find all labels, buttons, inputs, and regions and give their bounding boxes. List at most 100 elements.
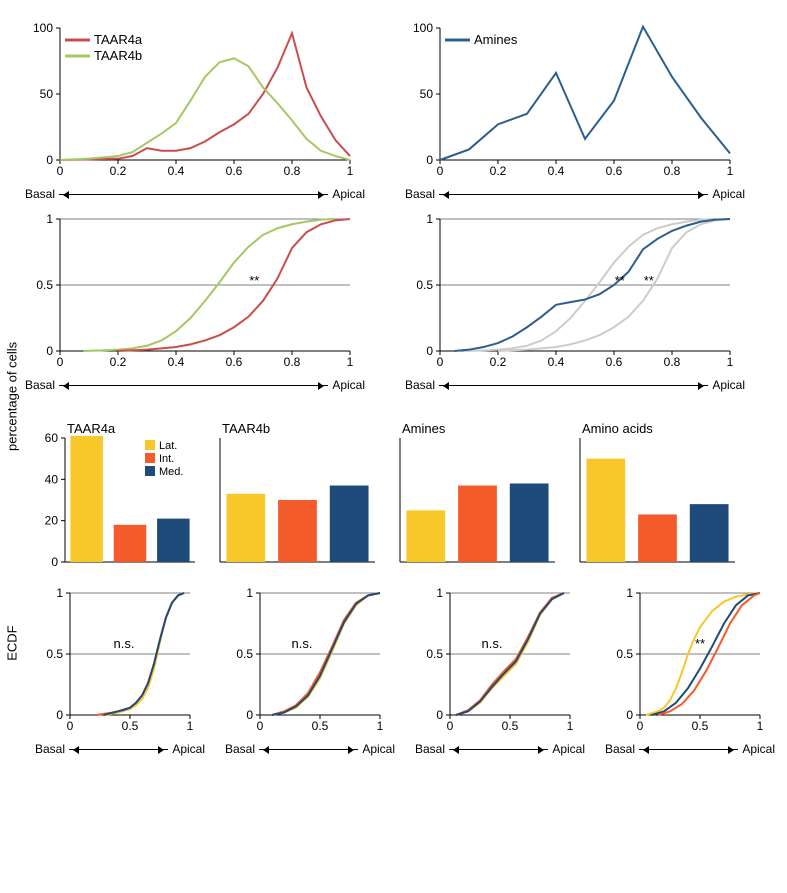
relfreq-amines-chart: 0 0.2 0.4 0.6 0.8 1 0 50 100 Amines BasalApical <box>400 20 750 201</box>
svg-text:1: 1 <box>347 355 354 369</box>
svg-text:1: 1 <box>757 719 764 733</box>
svg-text:0: 0 <box>447 719 454 733</box>
svg-text:1: 1 <box>46 212 53 226</box>
svg-text:0: 0 <box>46 344 53 358</box>
svg-text:**: ** <box>644 273 654 288</box>
svg-text:0: 0 <box>246 708 253 722</box>
basal-apical-axis: BasalApical <box>400 378 750 392</box>
svg-text:1: 1 <box>246 586 253 600</box>
svg-text:100: 100 <box>33 21 53 35</box>
svg-text:0.5: 0.5 <box>122 719 139 733</box>
basal-apical-axis: BasalApical <box>600 742 780 756</box>
svg-text:0.2: 0.2 <box>490 164 507 178</box>
svg-text:1: 1 <box>377 719 384 733</box>
svg-text:0.4: 0.4 <box>168 355 185 369</box>
svg-text:0: 0 <box>626 708 633 722</box>
svg-text:50: 50 <box>420 87 434 101</box>
ecdf-small-2: 00.5100.51n.s.BasalApical <box>410 585 590 756</box>
svg-text:0: 0 <box>57 355 64 369</box>
svg-text:0.5: 0.5 <box>416 278 433 292</box>
svg-text:n.s.: n.s. <box>114 636 135 651</box>
svg-text:TAAR4b: TAAR4b <box>94 48 142 63</box>
svg-text:TAAR4a: TAAR4a <box>67 421 116 436</box>
svg-text:0.5: 0.5 <box>36 278 53 292</box>
ecdf-amines-chart: 0 0.2 0.4 0.6 0.8 1 0 0.5 1 ** ** BasalApical <box>400 211 750 392</box>
ylabel-ecdf-small: ECDF <box>5 625 20 660</box>
svg-text:0.6: 0.6 <box>226 355 243 369</box>
svg-text:100: 100 <box>413 21 433 35</box>
svg-text:0.5: 0.5 <box>426 647 443 661</box>
svg-text:Med.: Med. <box>159 466 183 478</box>
svg-text:1: 1 <box>436 586 443 600</box>
basal-apical-axis: BasalApical <box>220 742 400 756</box>
svg-text:1: 1 <box>426 212 433 226</box>
svg-text:0.4: 0.4 <box>168 164 185 178</box>
bar-panel-2: Amines <box>390 420 560 575</box>
svg-text:0.6: 0.6 <box>606 355 623 369</box>
svg-text:0.8: 0.8 <box>664 355 681 369</box>
bar-panel-3: Amino acids <box>570 420 740 575</box>
svg-text:0: 0 <box>67 719 74 733</box>
svg-text:Amino acids: Amino acids <box>582 421 653 436</box>
svg-text:0.8: 0.8 <box>284 164 301 178</box>
ecdf-taar-chart: ECDF00.20.40.60.8100.51**BasalApical <box>20 211 370 392</box>
svg-text:0.2: 0.2 <box>490 355 507 369</box>
svg-text:0.8: 0.8 <box>284 355 301 369</box>
svg-text:0.5: 0.5 <box>46 647 63 661</box>
svg-text:TAAR4a: TAAR4a <box>94 32 143 47</box>
svg-text:50: 50 <box>40 87 54 101</box>
svg-text:Int.: Int. <box>159 453 174 465</box>
ecdf-small-3: 0 0.5 1 0 0.5 1 ** BasalApical <box>600 585 780 756</box>
svg-text:0: 0 <box>56 708 63 722</box>
svg-text:Amines: Amines <box>402 421 446 436</box>
bar-panel-1: TAAR4b <box>210 420 380 575</box>
svg-text:0.8: 0.8 <box>664 164 681 178</box>
svg-text:60: 60 <box>45 431 59 445</box>
svg-text:1: 1 <box>347 164 354 178</box>
svg-text:0.4: 0.4 <box>548 355 565 369</box>
svg-text:0: 0 <box>637 719 644 733</box>
svg-text:20: 20 <box>45 514 59 528</box>
relfreq-taar-chart: relative frequency00.20.40.60.81050100TA… <box>20 20 370 201</box>
svg-text:**: ** <box>249 273 259 288</box>
basal-apical-axis: BasalApical <box>20 378 370 392</box>
svg-text:Amines: Amines <box>474 32 518 47</box>
ecdf-small-1: 00.5100.51n.s.BasalApical <box>220 585 400 756</box>
svg-text:0: 0 <box>437 164 444 178</box>
svg-text:**: ** <box>615 273 625 288</box>
svg-text:**: ** <box>695 636 705 651</box>
basal-apical-axis: BasalApical <box>400 187 750 201</box>
svg-text:1: 1 <box>727 164 734 178</box>
svg-text:0.5: 0.5 <box>616 647 633 661</box>
svg-text:0.2: 0.2 <box>110 164 127 178</box>
svg-text:1: 1 <box>626 586 633 600</box>
ylabel-pct: percentage of cells <box>5 341 20 450</box>
svg-text:0.6: 0.6 <box>606 164 623 178</box>
svg-text:1: 1 <box>727 355 734 369</box>
svg-text:0.2: 0.2 <box>110 355 127 369</box>
basal-apical-axis: BasalApical <box>30 742 210 756</box>
svg-text:0.5: 0.5 <box>236 647 253 661</box>
svg-text:0: 0 <box>51 555 58 569</box>
basal-apical-axis: BasalApical <box>20 187 370 201</box>
svg-text:0: 0 <box>437 355 444 369</box>
basal-apical-axis: BasalApical <box>410 742 590 756</box>
svg-text:Lat.: Lat. <box>159 440 177 452</box>
svg-text:0: 0 <box>426 344 433 358</box>
bar-panel-0: 0 20 40 60 TAAR4a Lat.Int.Med. <box>30 420 200 575</box>
svg-text:40: 40 <box>45 472 59 486</box>
svg-text:1: 1 <box>567 719 574 733</box>
svg-text:1: 1 <box>187 719 194 733</box>
svg-text:n.s.: n.s. <box>482 636 503 651</box>
svg-text:1: 1 <box>56 586 63 600</box>
svg-text:0: 0 <box>57 164 64 178</box>
svg-text:0: 0 <box>426 153 433 167</box>
svg-text:n.s.: n.s. <box>292 636 313 651</box>
svg-text:0.5: 0.5 <box>692 719 709 733</box>
ecdf-small-0: 0 0.5 1 0 0.5 1 n.s. BasalApical <box>30 585 210 756</box>
svg-text:0.4: 0.4 <box>548 164 565 178</box>
svg-text:TAAR4b: TAAR4b <box>222 421 270 436</box>
svg-text:0: 0 <box>257 719 264 733</box>
svg-text:0.6: 0.6 <box>226 164 243 178</box>
svg-text:0: 0 <box>46 153 53 167</box>
